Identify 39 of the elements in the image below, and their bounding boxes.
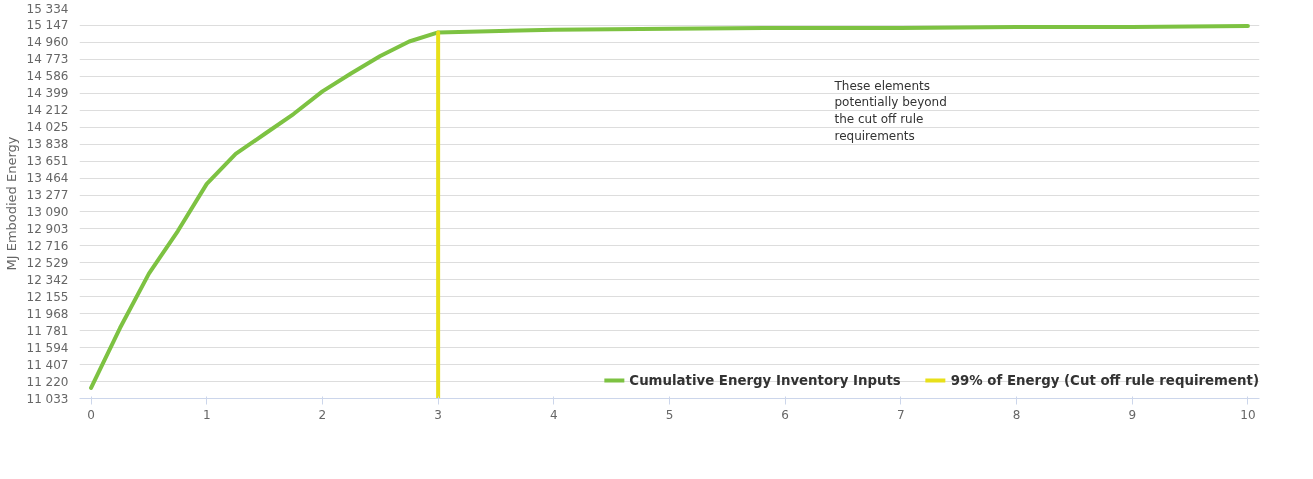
y-tick-label: 14 025	[26, 120, 69, 135]
y-tick-label: 12 716	[26, 238, 69, 253]
y-tick-label: 12 903	[26, 221, 69, 236]
x-tick-label: 2	[318, 407, 327, 422]
y-tick-label: 13 651	[26, 154, 69, 169]
y-tick-label: 13 090	[26, 204, 69, 219]
y-tick-label: 11 033	[26, 391, 69, 406]
legend-label: 99% of Energy (Cut off rule requirement)	[950, 372, 1259, 388]
y-tick-label: 12 529	[26, 255, 69, 270]
y-tick-label: 13 277	[26, 188, 69, 203]
legend-label: Cumulative Energy Inventory Inputs	[629, 372, 901, 388]
y-tick-label: 14 212	[26, 103, 69, 118]
x-tick-label: 9	[1128, 407, 1137, 422]
y-axis-title: MJ Embodied Energy	[3, 136, 19, 271]
x-tick-label: 10	[1240, 407, 1256, 422]
y-tick-label: 13 838	[26, 137, 69, 152]
x-tick-label: 3	[434, 407, 442, 422]
x-tick-label: 0	[87, 407, 95, 422]
y-tick-label: 14 773	[26, 52, 69, 67]
x-tick-label: 5	[665, 407, 674, 422]
y-tick-label: 13 464	[26, 171, 69, 186]
y-tick-label: 15 147	[26, 18, 69, 33]
y-tick-label: 11 968	[26, 306, 69, 321]
x-tick-label: 8	[1012, 407, 1021, 422]
y-tick-label: 12 342	[26, 272, 69, 287]
annotation: These elements potentially beyond the cut off rule requirements	[833, 78, 947, 143]
y-tick-label: 11 781	[26, 323, 69, 338]
x-tick-label: 1	[202, 407, 211, 422]
x-tick-label: 7	[897, 407, 905, 422]
y-tick-label: 14 399	[26, 86, 69, 101]
x-tick-label: 4	[550, 407, 558, 422]
y-tick-label: 11 594	[26, 340, 69, 355]
x-tick-label: 6	[781, 407, 790, 422]
y-tick-label: 15 334	[26, 1, 69, 16]
y-tick-label: 14 586	[26, 69, 69, 84]
y-tick-label: 11 407	[26, 357, 69, 372]
y-tick-label: 14 960	[26, 35, 69, 50]
y-tick-label: 11 220	[26, 374, 69, 389]
y-tick-label: 12 155	[26, 289, 69, 304]
